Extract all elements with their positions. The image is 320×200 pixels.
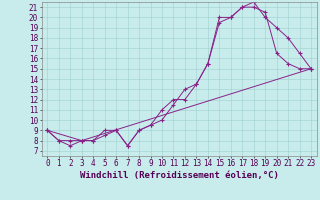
X-axis label: Windchill (Refroidissement éolien,°C): Windchill (Refroidissement éolien,°C) — [80, 171, 279, 180]
